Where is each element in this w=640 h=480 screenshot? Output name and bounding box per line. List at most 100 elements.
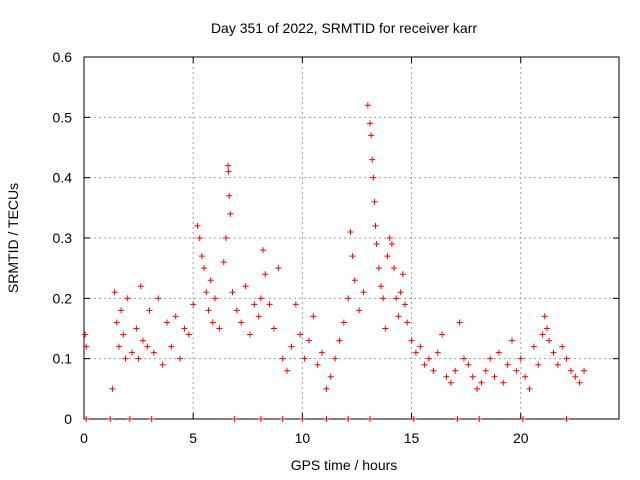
data-point <box>370 174 377 181</box>
data-point <box>367 416 374 422</box>
data-point <box>225 168 232 175</box>
data-point <box>345 416 352 422</box>
x-tick-label: 10 <box>295 430 311 446</box>
data-point <box>550 349 557 356</box>
data-point <box>155 295 162 302</box>
x-tick-label: 0 <box>80 430 88 446</box>
data-point <box>476 416 483 422</box>
y-tick-label: 0.3 <box>53 230 73 246</box>
data-point <box>535 361 542 368</box>
data-point <box>196 235 203 241</box>
data-point <box>373 241 380 248</box>
data-point <box>275 265 282 272</box>
data-point <box>209 319 216 326</box>
data-point <box>388 241 395 248</box>
y-tick-label: 0.6 <box>53 49 73 65</box>
data-point <box>225 162 232 169</box>
data-point <box>201 265 208 272</box>
data-point <box>279 416 286 422</box>
data-point <box>314 361 321 368</box>
data-point <box>360 289 367 296</box>
data-point <box>386 235 393 241</box>
data-point <box>262 271 269 278</box>
data-point <box>349 253 356 260</box>
data-point <box>474 385 481 392</box>
data-point <box>251 301 258 308</box>
x-tick-label: 15 <box>404 430 420 446</box>
data-point <box>482 367 489 374</box>
y-tick-label: 0.5 <box>53 109 73 125</box>
data-point <box>513 367 520 374</box>
data-point <box>299 416 306 422</box>
data-point <box>168 343 175 350</box>
data-point <box>203 289 210 296</box>
data-point <box>519 416 526 422</box>
y-tick-label: 0.2 <box>53 290 73 306</box>
data-point <box>144 343 151 350</box>
data-point <box>133 325 140 332</box>
data-point <box>319 349 326 356</box>
data-point <box>530 343 537 350</box>
data-point <box>266 301 273 308</box>
data-point <box>216 325 223 332</box>
data-point <box>118 307 125 314</box>
data-point <box>198 253 205 260</box>
data-point <box>120 331 127 338</box>
x-tick-label: 5 <box>189 430 197 446</box>
data-point <box>284 367 291 374</box>
data-point <box>504 361 511 368</box>
data-point <box>572 373 579 380</box>
data-point <box>364 102 371 109</box>
y-axis-label: SRMTID / TECUs <box>5 183 21 293</box>
data-point <box>543 325 550 332</box>
data-point <box>517 355 524 362</box>
data-point <box>351 277 358 284</box>
data-point <box>297 331 304 338</box>
data-point <box>194 222 201 229</box>
data-point <box>323 385 330 392</box>
data-point <box>563 416 570 422</box>
data-point <box>107 416 114 422</box>
data-point <box>336 337 343 344</box>
data-point <box>377 283 384 290</box>
data-point <box>546 337 553 344</box>
data-point <box>402 301 408 308</box>
data-point <box>82 331 89 338</box>
data-point <box>382 325 389 332</box>
data-point <box>345 295 352 302</box>
data-point <box>159 361 166 368</box>
data-point <box>509 337 515 344</box>
data-point <box>495 349 502 356</box>
data-point <box>460 355 467 362</box>
data-point <box>372 222 379 229</box>
data-point <box>391 265 398 272</box>
data-point <box>554 361 561 368</box>
data-point <box>539 331 546 338</box>
data-point <box>430 367 437 374</box>
data-point <box>327 373 334 380</box>
data-point <box>139 337 146 344</box>
data-point <box>332 355 339 362</box>
data-point <box>301 355 308 362</box>
data-point <box>526 385 533 392</box>
data-point <box>323 416 330 422</box>
data-point <box>150 349 157 356</box>
data-point <box>465 361 472 368</box>
data-point <box>368 132 375 139</box>
data-point <box>242 283 249 290</box>
data-point <box>347 228 354 235</box>
data-point <box>399 271 406 278</box>
data-point <box>395 313 402 320</box>
y-tick-label: 0.1 <box>53 351 73 367</box>
data-point <box>340 319 347 326</box>
data-point <box>113 319 120 326</box>
data-point <box>305 337 312 344</box>
data-point <box>257 295 264 302</box>
data-point <box>491 373 498 380</box>
data-point <box>454 416 461 422</box>
data-point <box>137 283 144 290</box>
x-axis-label: GPS time / hours <box>291 457 398 473</box>
data-point <box>371 198 378 205</box>
data-point <box>367 120 374 127</box>
